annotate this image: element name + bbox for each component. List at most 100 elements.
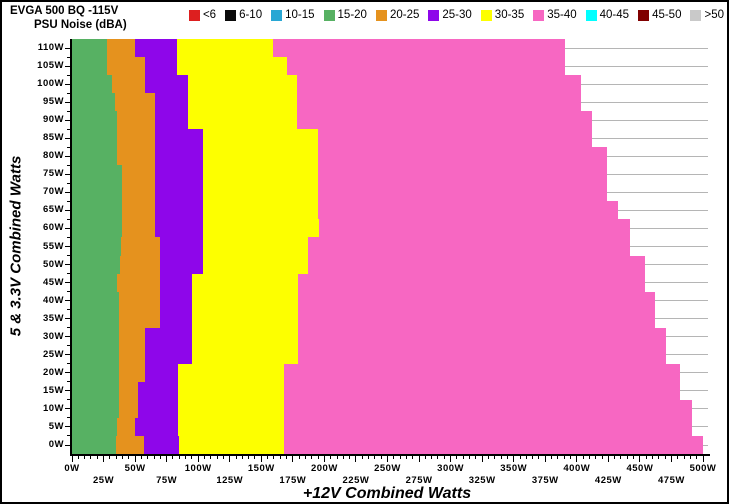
legend-label: 45-50 bbox=[652, 9, 682, 21]
chart-segment-15-20dba bbox=[72, 165, 123, 184]
y-tick-label: 0W bbox=[48, 439, 64, 450]
legend-label: 25-30 bbox=[442, 9, 472, 21]
chart-row-80w bbox=[72, 147, 708, 166]
y-axis-title: 5 & 3.3V Combined Watts bbox=[7, 155, 25, 337]
x-minor-tick bbox=[84, 456, 86, 459]
chart-segment-25-30dba bbox=[155, 93, 189, 112]
y-tick-label: 50W bbox=[42, 258, 64, 270]
y-tick-label: 80W bbox=[42, 150, 64, 162]
y-tick-label: 60W bbox=[42, 222, 64, 234]
y-minor-tick bbox=[67, 110, 70, 112]
y-minor-tick bbox=[67, 381, 70, 383]
legend-item-610: 6-10 bbox=[225, 9, 262, 21]
chart-segment-15-20dba bbox=[72, 75, 113, 94]
x-minor-tick bbox=[115, 456, 117, 459]
chart-row-85w bbox=[72, 129, 708, 148]
x-minor-tick bbox=[437, 456, 439, 459]
chart-segment-35-40dba bbox=[297, 327, 667, 346]
x-tick-label: 300W bbox=[437, 463, 464, 474]
chart-segment-20-25dba bbox=[117, 273, 161, 292]
x-minor-tick bbox=[462, 456, 464, 459]
legend-swatch-icon bbox=[585, 9, 597, 21]
y-tick-label: 70W bbox=[42, 186, 64, 198]
x-major-tick bbox=[260, 456, 262, 462]
chart-segment-35-40dba bbox=[284, 399, 692, 418]
chart-segment-35-40dba bbox=[297, 345, 667, 364]
x-minor-tick bbox=[267, 456, 269, 459]
chart-row-40w bbox=[72, 291, 708, 310]
chart-segment-25-30dba bbox=[137, 381, 178, 400]
legend-item-6: <6 bbox=[188, 9, 216, 21]
y-major-tick bbox=[65, 137, 70, 139]
chart-segment-20-25dba bbox=[118, 381, 138, 400]
y-minor-tick bbox=[67, 345, 70, 347]
y-major-tick bbox=[65, 390, 70, 392]
chart-segment-30-35dba bbox=[203, 183, 319, 202]
x-minor-tick bbox=[626, 456, 628, 459]
chart-segment-30-35dba bbox=[178, 381, 284, 400]
legend-item-2025: 20-25 bbox=[375, 9, 419, 21]
x-minor-tick bbox=[677, 456, 679, 459]
x-minor-tick bbox=[349, 456, 351, 459]
y-tick-label: 55W bbox=[42, 240, 64, 252]
x-major-tick bbox=[387, 456, 388, 462]
chart-segment-20-25dba bbox=[122, 183, 156, 202]
chart-row-10w bbox=[72, 399, 708, 418]
chart-row-100w bbox=[72, 75, 708, 94]
y-minor-tick bbox=[67, 273, 70, 275]
chart-segment-20-25dba bbox=[121, 237, 161, 256]
chart-row-110w bbox=[72, 39, 708, 58]
x-major-tick bbox=[229, 456, 231, 462]
y-minor-tick bbox=[67, 164, 70, 166]
chart-segment-25-30dba bbox=[155, 219, 204, 238]
x-major-tick bbox=[450, 456, 452, 462]
chart-segment-15-20dba bbox=[72, 93, 115, 112]
x-major-tick bbox=[71, 456, 73, 462]
chart-segment-25-30dba bbox=[155, 129, 204, 148]
x-minor-tick bbox=[393, 456, 395, 459]
chart-segment-30-35dba bbox=[188, 111, 297, 130]
chart-segment-30-35dba bbox=[188, 93, 297, 112]
y-tick-label: 10W bbox=[42, 402, 64, 414]
x-minor-tick bbox=[683, 456, 685, 459]
chart-segment-25-30dba bbox=[155, 165, 204, 184]
chart-segment-20-25dba bbox=[118, 363, 146, 382]
legend-label: 6-10 bbox=[239, 9, 263, 21]
x-minor-tick bbox=[204, 456, 205, 459]
legend: <6 6-10 10-15 15-20 20-25 25-30 30-35 35-40 40-4… bbox=[188, 9, 724, 21]
chart-segment-25-30dba bbox=[145, 75, 189, 94]
y-tick-label: 95W bbox=[42, 96, 64, 108]
chart-row-105w bbox=[72, 57, 708, 76]
x-major-tick bbox=[323, 456, 325, 462]
x-minor-tick bbox=[557, 456, 559, 459]
legend-swatch-icon bbox=[271, 9, 283, 21]
y-tick-label: 20W bbox=[42, 366, 64, 378]
y-tick-label: 85W bbox=[42, 132, 64, 144]
x-minor-tick bbox=[191, 456, 193, 459]
chart-segment-20-25dba bbox=[117, 417, 136, 436]
x-tick-label: 75W bbox=[156, 475, 178, 486]
x-major-tick bbox=[670, 456, 672, 462]
x-minor-tick bbox=[519, 456, 521, 459]
x-minor-tick bbox=[614, 456, 616, 459]
chart-segment-35-40dba bbox=[318, 201, 619, 220]
x-minor-tick bbox=[494, 456, 496, 459]
x-minor-tick bbox=[121, 456, 123, 459]
chart-segment-20-25dba bbox=[122, 219, 156, 238]
chart-row-45w bbox=[72, 273, 708, 292]
x-minor-tick bbox=[582, 456, 584, 459]
chart-segment-35-40dba bbox=[286, 57, 566, 76]
chart-segment-25-30dba bbox=[145, 327, 192, 346]
x-tick-label: 450W bbox=[626, 463, 654, 474]
chart-segment-20-25dba bbox=[107, 39, 136, 58]
y-major-tick bbox=[65, 282, 70, 284]
chart-segment-35-40dba bbox=[284, 363, 681, 382]
x-minor-tick bbox=[311, 456, 313, 459]
x-minor-tick bbox=[601, 456, 603, 459]
legend-item-3035: 30-35 bbox=[480, 9, 524, 21]
y-minor-tick bbox=[67, 327, 70, 329]
y-minor-tick bbox=[67, 92, 70, 94]
x-minor-tick bbox=[241, 456, 243, 459]
chart-title-line2: PSU Noise (dBA) bbox=[34, 19, 127, 31]
chart-segment-30-35dba bbox=[203, 165, 319, 184]
